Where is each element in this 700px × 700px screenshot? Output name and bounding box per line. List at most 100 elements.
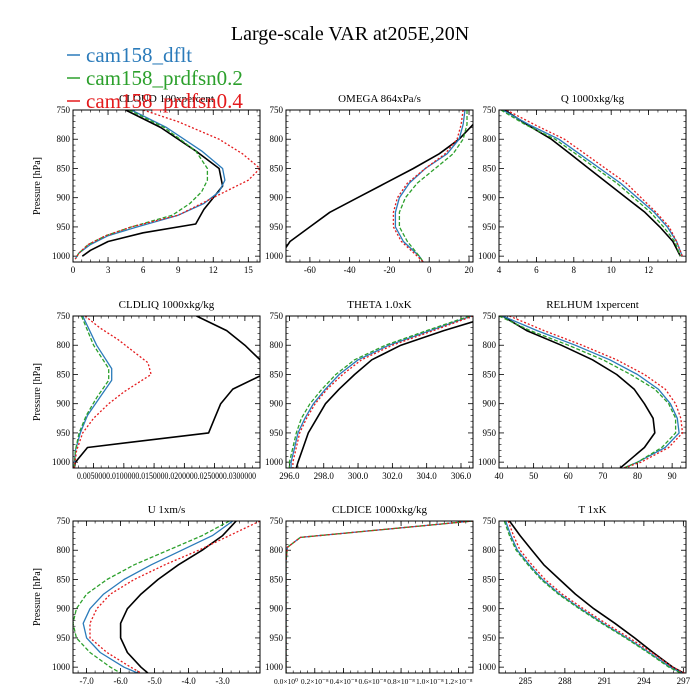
y-tick-label: 950	[270, 428, 284, 438]
series-group	[73, 521, 260, 673]
series-line-cam158_prdfsn0.4	[506, 110, 683, 257]
x-tick-label: 0.0×10⁰	[274, 677, 298, 686]
y-tick-label: 800	[483, 340, 497, 350]
series-line-cam158_prdfsn0.2	[288, 316, 470, 468]
x-tick-label: 0.2×10⁻⁸	[301, 677, 329, 686]
y-tick-label: 800	[57, 545, 71, 555]
y-tick-label: 950	[483, 222, 497, 232]
y-tick-label: 900	[483, 604, 497, 614]
x-tick-label: 50	[529, 471, 539, 481]
y-tick-label: 750	[483, 105, 497, 115]
series-line-cam158_prdfsn0.2	[503, 521, 681, 673]
y-axis-label: Pressure [hPa]	[32, 157, 43, 215]
y-tick-label: 900	[57, 399, 71, 409]
y-tick-label: 850	[270, 369, 284, 379]
y-tick-label: 750	[270, 105, 284, 115]
y-tick-label: 900	[483, 399, 497, 409]
x-tick-label: 12	[644, 265, 653, 275]
panel-1: CLOUD 100xpercent Pressure [hPa] 750 800 850…	[32, 93, 261, 275]
series-group	[499, 316, 684, 468]
x-tick-label: 15	[244, 265, 254, 275]
series-line-cam158_dflt	[502, 316, 680, 468]
x-tick-label: 297	[677, 676, 691, 686]
x-tick-label: 296.0	[279, 471, 300, 481]
y-tick-label: 850	[57, 574, 71, 584]
y-tick-label: 1000	[52, 251, 71, 261]
x-tick-label: 288	[558, 676, 572, 686]
y-tick-label: 1000	[265, 251, 284, 261]
series-line-obs	[81, 110, 224, 257]
panel-5: THETA 1.0xK 750 800 850 900 950 1000 296.0 298.0…	[265, 299, 474, 481]
series-line-cam158_dflt	[74, 110, 226, 260]
x-tick-label: 302.0	[382, 471, 403, 481]
series-line-cam158_prdfsn0.2	[73, 316, 110, 468]
y-tick-label: 950	[57, 222, 71, 232]
panel-8: CLDICE 1000xkg/kg 750 800 850 900 950 1000 0.0×…	[265, 504, 474, 686]
series-line-cam158_prdfsn0.4	[89, 521, 260, 673]
panel-title: CLDICE 1000xkg/kg	[332, 504, 428, 516]
x-tick-label: 294	[637, 676, 651, 686]
y-tick-label: 800	[57, 134, 71, 144]
x-tick-label: 6	[534, 265, 539, 275]
series-line-cam158_dflt	[290, 316, 472, 468]
series-line-cam158_prdfsn0.4	[507, 521, 685, 673]
y-tick-label: 750	[57, 516, 71, 526]
panel-title: T 1xK	[578, 504, 606, 516]
series-group	[74, 110, 260, 260]
y-tick-label: 750	[483, 311, 497, 321]
figure-title: Large-scale VAR at205E,20N	[231, 23, 469, 45]
y-tick-label: 1000	[265, 457, 284, 467]
series-line-cam158_prdfsn0.4	[73, 316, 152, 468]
y-tick-label: 850	[57, 369, 71, 379]
y-tick-label: 950	[483, 428, 497, 438]
x-tick-label: 60	[564, 471, 574, 481]
y-tick-label: 800	[270, 134, 284, 144]
series-line-cam158_prdfsn0.2	[73, 521, 230, 673]
y-tick-label: 850	[270, 574, 284, 584]
x-tick-label: 1.0×10⁻⁸	[416, 677, 444, 686]
y-tick-label: 900	[57, 193, 71, 203]
y-tick-label: 1000	[478, 251, 497, 261]
series-line-obs	[504, 110, 682, 257]
x-tick-label: -6.0	[113, 676, 128, 686]
series-line-cam158_dflt	[394, 110, 466, 262]
series-line-obs	[508, 521, 684, 673]
x-tick-label: 304.0	[417, 471, 438, 481]
y-axis-label: Pressure [hPa]	[32, 363, 43, 421]
x-tick-label: 4	[497, 265, 502, 275]
x-tick-label: 0	[71, 265, 76, 275]
panel-title: THETA 1.0xK	[347, 299, 412, 311]
y-tick-label: 750	[483, 516, 497, 526]
y-tick-label: 800	[270, 340, 284, 350]
x-tick-label: -60	[304, 265, 316, 275]
series-line-obs	[502, 316, 656, 468]
legend-label: cam158_dflt	[86, 43, 192, 67]
x-tick-label: 1.2×10⁻⁸	[445, 677, 473, 686]
x-tick-label: 12	[209, 265, 218, 275]
y-tick-label: 750	[57, 311, 71, 321]
series-line-cam158_prdfsn0.4	[392, 110, 464, 262]
y-tick-label: 900	[483, 193, 497, 203]
panel-title: CLOUD 100xpercent	[119, 93, 214, 105]
panel-6: RELHUM 1xpercent 750 800 850 900 950 1000 40 50 6…	[478, 299, 687, 481]
x-tick-label: 8	[572, 265, 577, 275]
series-group	[73, 316, 260, 468]
x-tick-label: 285	[519, 676, 533, 686]
y-tick-label: 850	[483, 369, 497, 379]
x-tick-label: 298.0	[314, 471, 335, 481]
panel-2: OMEGA 864xPa/s 750 800 850 900 950 1000 -60 -40 -…	[265, 93, 474, 275]
x-tick-label: 9	[176, 265, 181, 275]
y-tick-label: 850	[483, 163, 497, 173]
y-tick-label: 1000	[52, 662, 71, 672]
series-line-cam158_prdfsn0.4	[286, 521, 473, 673]
plot-frame	[72, 520, 261, 674]
series-line-obs	[295, 321, 473, 468]
y-tick-label: 1000	[52, 457, 71, 467]
series-group	[286, 521, 473, 673]
legend-label: cam158_prdfsn0.4	[86, 89, 243, 113]
series-line-cam158_prdfsn0.4	[509, 316, 684, 468]
y-tick-label: 750	[270, 311, 284, 321]
panel-title: CLDLIQ 1000xkg/kg	[119, 299, 215, 311]
x-tick-label: 300.0	[348, 471, 369, 481]
